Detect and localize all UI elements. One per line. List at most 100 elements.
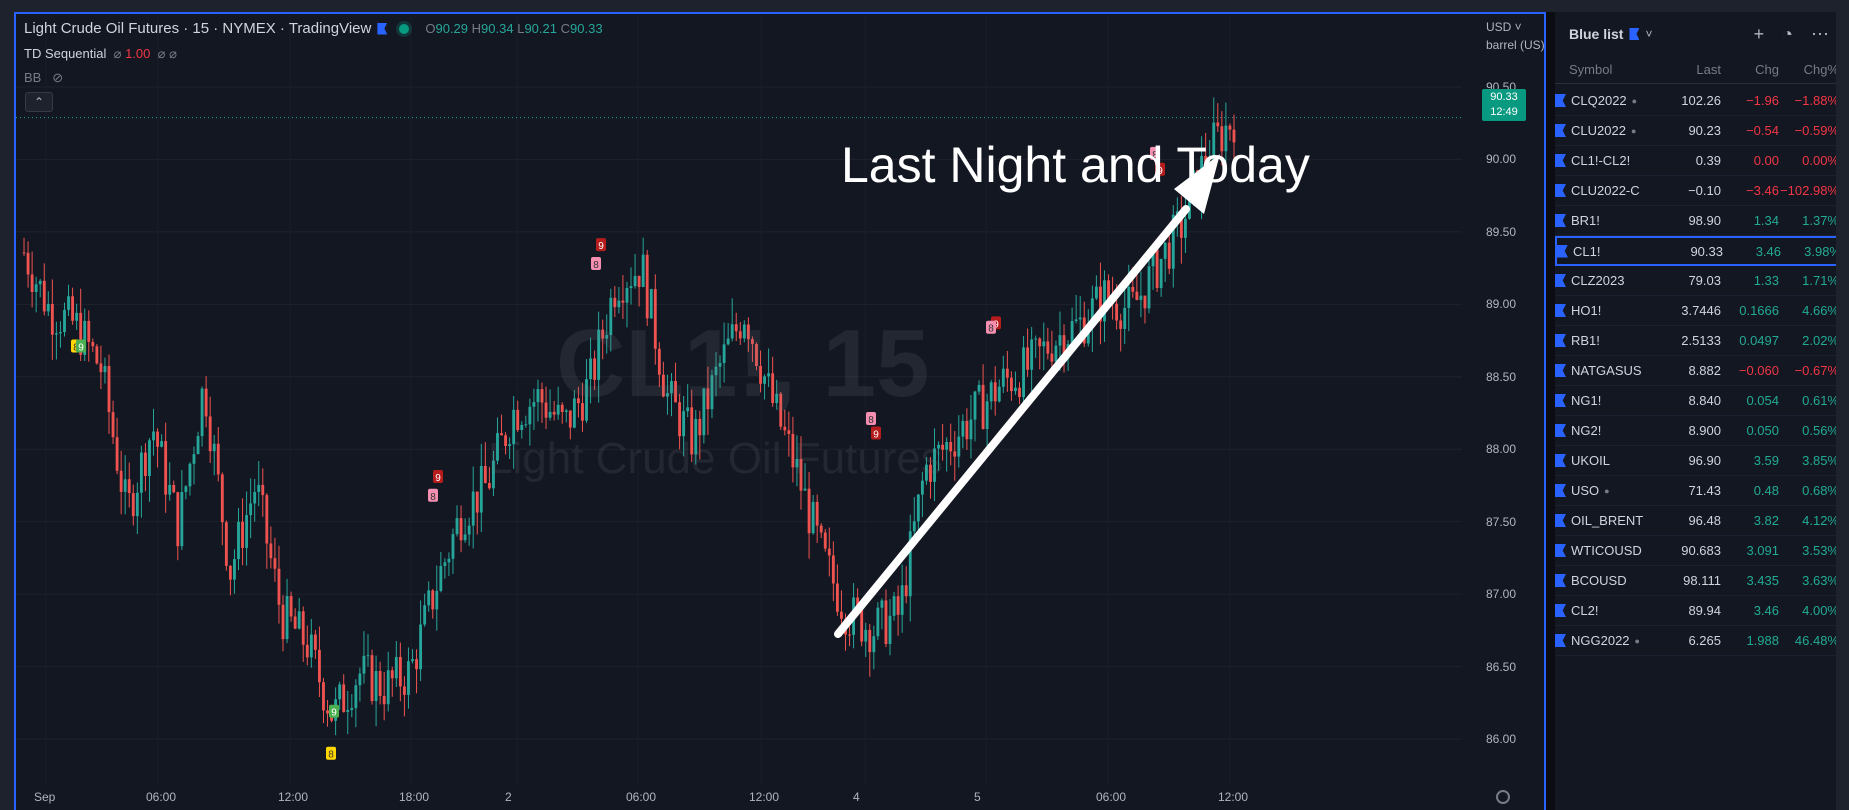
more-icon[interactable]: ⋯	[1811, 24, 1829, 44]
watchlist-panel[interactable]: Blue list ˅ + ◔ ⋯ Symbol Last Chg Chg% C…	[1555, 12, 1849, 810]
watchlist-row[interactable]: NATGASUS 8.882 −0.060 −0.67%	[1555, 356, 1849, 386]
symbol-cell[interactable]: CLQ2022 ●	[1555, 93, 1659, 108]
symbol-cell[interactable]: CL1!	[1557, 244, 1661, 259]
flag-icon[interactable]	[1555, 274, 1566, 287]
flag-icon[interactable]	[377, 22, 388, 35]
symbol-cell[interactable]: NGG2022 ●	[1555, 633, 1659, 648]
flag-icon[interactable]	[1555, 304, 1566, 317]
flag-icon[interactable]	[1555, 154, 1566, 167]
flag-icon[interactable]	[1555, 574, 1566, 587]
watchlist-row[interactable]: CL2! 89.94 3.46 4.00%	[1555, 596, 1849, 626]
symbol-cell[interactable]: NATGASUS	[1555, 363, 1659, 378]
column-chg-pct[interactable]: Chg%	[1803, 62, 1839, 77]
symbol-cell[interactable]: CL1!-CL2!	[1555, 153, 1659, 168]
candle-body	[528, 406, 532, 425]
x-tick-label: 2	[505, 790, 512, 804]
chg-pct-cell: 4.00%	[1802, 603, 1839, 618]
status-dot-icon: ●	[1630, 125, 1637, 136]
symbol-cell[interactable]: UKOIL	[1555, 453, 1659, 468]
advanced-view-icon[interactable]: ◔	[1782, 24, 1793, 44]
flag-icon[interactable]	[1555, 454, 1566, 467]
watchlist-title[interactable]: Blue list	[1569, 26, 1624, 42]
price-axis[interactable]: USD ˅ barrel (US) ˅ 90.5090.0089.5089.00…	[1462, 14, 1545, 810]
watchlist-row[interactable]: CLQ2022 ● 102.26 −1.96 −1.88%	[1555, 86, 1849, 116]
candle-body	[1139, 295, 1143, 300]
flag-icon[interactable]	[1555, 544, 1566, 557]
symbol-cell[interactable]: CLU2022-C	[1555, 183, 1659, 198]
candle-body	[661, 374, 665, 397]
watchlist-row[interactable]: CLZ2023 79.03 1.33 1.71%	[1555, 266, 1849, 296]
watchlist-row[interactable]: NG1! 8.840 0.054 0.61%	[1555, 386, 1849, 416]
flag-icon[interactable]	[1555, 604, 1566, 617]
chg-pct-cell: 46.48%	[1794, 633, 1839, 648]
symbol-cell[interactable]: NG1!	[1555, 393, 1659, 408]
watchlist-row[interactable]: USO ● 71.43 0.48 0.68%	[1555, 476, 1849, 506]
symbol-cell[interactable]: WTICOUSD	[1555, 543, 1659, 558]
watchlist-row[interactable]: UKOIL 96.90 3.59 3.85%	[1555, 446, 1849, 476]
left-drawing-toolbar[interactable]	[0, 12, 14, 810]
watchlist-row[interactable]: CLU2022-C −0.10 −3.46 −102.98%	[1555, 176, 1849, 206]
last-cell: 96.90	[1688, 453, 1721, 468]
symbol-cell[interactable]: HO1!	[1555, 303, 1659, 318]
candle-body	[1179, 211, 1183, 238]
symbol-cell[interactable]: BR1!	[1555, 213, 1659, 228]
candle-body	[431, 590, 435, 610]
watchlist-row[interactable]: CLU2022 ● 90.23 −0.54 −0.59%	[1555, 116, 1849, 146]
watchlist-row[interactable]: CL1!-CL2! 0.39 0.00 0.00%	[1555, 146, 1849, 176]
flag-icon[interactable]	[1555, 124, 1566, 137]
chevron-up-icon[interactable]: ⌃	[25, 92, 53, 112]
candle-body	[475, 491, 479, 513]
candle-body	[148, 440, 151, 476]
chg-pct-cell: −0.59%	[1794, 123, 1839, 138]
chart-pane[interactable]: 89989898899889 CL1!, 15 Light Crude Oil …	[14, 12, 1546, 810]
watchlist-row[interactable]: RB1! 2.5133 0.0497 2.02%	[1555, 326, 1849, 356]
flag-icon[interactable]	[1555, 334, 1566, 347]
watchlist-row[interactable]: NGG2022 ● 6.265 1.988 46.48%	[1555, 626, 1849, 656]
symbol-cell[interactable]: RB1!	[1555, 333, 1659, 348]
candle-body	[156, 431, 159, 447]
flag-icon[interactable]	[1555, 484, 1566, 497]
gear-icon[interactable]	[1496, 790, 1510, 804]
flag-icon[interactable]	[1555, 634, 1566, 647]
flag-icon[interactable]	[1555, 184, 1566, 197]
flag-icon[interactable]	[1555, 394, 1566, 407]
column-last[interactable]: Last	[1696, 62, 1721, 77]
symbol-cell[interactable]: USO ●	[1555, 483, 1659, 498]
y-tick-label: 87.00	[1486, 587, 1517, 602]
chart-legend[interactable]: Light Crude Oil Futures · 15 · NYMEX · T…	[24, 20, 603, 37]
watchlist-row[interactable]: CL1! 90.33 3.46 3.98%	[1555, 236, 1849, 266]
flag-icon[interactable]	[1557, 244, 1568, 258]
chevron-down-icon[interactable]: ˅	[1645, 27, 1653, 41]
symbol-cell[interactable]: CLZ2023	[1555, 273, 1659, 288]
currency-selector[interactable]: USD ˅	[1486, 20, 1522, 34]
flag-icon[interactable]	[1555, 514, 1566, 527]
symbol-cell[interactable]: CL2!	[1555, 603, 1659, 618]
symbol-title[interactable]: Light Crude Oil Futures · 15 · NYMEX · T…	[24, 20, 372, 37]
watchlist-row[interactable]: BCOUSD 98.111 3.435 3.63%	[1555, 566, 1849, 596]
candle-body	[91, 341, 95, 347]
column-symbol[interactable]: Symbol	[1569, 62, 1613, 77]
candlestick-plot[interactable]: 89989898899889	[16, 14, 1546, 810]
column-chg[interactable]: Chg	[1755, 62, 1779, 77]
panel-divider[interactable]	[1546, 12, 1555, 810]
indicator-bb[interactable]: BB ⊘	[24, 70, 64, 85]
watchlist-row[interactable]: HO1! 3.7446 0.1666 4.66%	[1555, 296, 1849, 326]
watchlist-row[interactable]: NG2! 8.900 0.050 0.56%	[1555, 416, 1849, 446]
candle-body	[657, 348, 661, 375]
symbol-cell[interactable]: OIL_BRENT	[1555, 513, 1659, 528]
flag-icon[interactable]	[1555, 94, 1566, 107]
watchlist-row[interactable]: BR1! 98.90 1.34 1.37%	[1555, 206, 1849, 236]
flag-icon[interactable]	[1555, 424, 1566, 437]
watchlist-row[interactable]: WTICOUSD 90.683 3.091 3.53%	[1555, 536, 1849, 566]
add-symbol-icon[interactable]: +	[1753, 24, 1765, 44]
right-sidebar-toolbar[interactable]	[1836, 12, 1849, 810]
unit-selector[interactable]: barrel (US) ˅	[1486, 38, 1545, 52]
flag-icon[interactable]	[1555, 214, 1566, 227]
symbol-cell[interactable]: CLU2022 ●	[1555, 123, 1659, 138]
symbol-cell[interactable]: NG2!	[1555, 423, 1659, 438]
watchlist-row[interactable]: OIL_BRENT 96.48 3.82 4.12%	[1555, 506, 1849, 536]
symbol-cell[interactable]: BCOUSD	[1555, 573, 1659, 588]
candle-body	[289, 596, 293, 617]
indicator-td-sequential[interactable]: TD Sequential ⌀ 1.00 ⌀ ⌀	[24, 46, 177, 61]
flag-icon[interactable]	[1555, 364, 1566, 377]
